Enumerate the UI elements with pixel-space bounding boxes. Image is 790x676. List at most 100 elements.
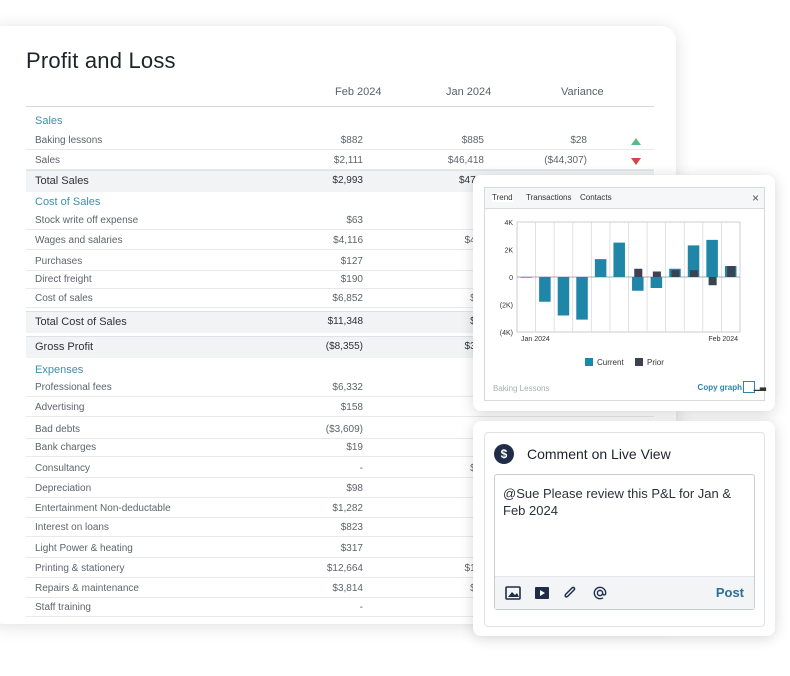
- chart-footer-label: Baking Lessons: [493, 384, 550, 393]
- column-header-jan: Jan 2024: [446, 86, 492, 98]
- x-end-label: Feb 2024: [708, 336, 738, 343]
- row-label: Repairs & maintenance: [35, 583, 139, 594]
- row-divider: [26, 169, 654, 170]
- row-divider: [26, 497, 654, 498]
- comment-title: Comment on Live View: [527, 446, 671, 462]
- row-divider: [26, 517, 654, 518]
- row-divider: [26, 577, 654, 578]
- row-divider: [26, 438, 654, 439]
- total-label: Total Sales: [35, 175, 89, 187]
- section-heading: Cost of Sales: [35, 196, 101, 208]
- row-label: Depreciation: [35, 483, 92, 494]
- column-header-variance: Variance: [561, 86, 604, 98]
- bar-current[interactable]: [520, 277, 533, 278]
- bar-current[interactable]: [539, 277, 551, 302]
- row-label: Printing & stationery: [35, 563, 125, 574]
- row-divider: [26, 597, 654, 598]
- legend-swatch-prior: [635, 358, 643, 366]
- image-icon[interactable]: [505, 586, 521, 600]
- row-label: Baking lessons: [35, 135, 103, 146]
- feb-value: -: [359, 463, 363, 474]
- y-tick-label: 0: [509, 275, 513, 282]
- total-feb-value: ($8,355): [325, 341, 363, 352]
- comment-panel: $ Comment on Live View @Sue Please revie…: [484, 432, 765, 627]
- row-label: Purchases: [35, 256, 83, 267]
- comment-card: $ Comment on Live View @Sue Please revie…: [473, 421, 775, 636]
- feb-value: $6,852: [332, 293, 363, 304]
- column-header-feb: Feb 2024: [335, 86, 382, 98]
- bar-current[interactable]: [557, 277, 570, 316]
- legend-label-current: Current: [597, 358, 624, 367]
- bar-current[interactable]: [632, 277, 644, 291]
- trend-tabs: Trend Transactions Contacts ×: [485, 188, 764, 209]
- bar-prior[interactable]: [690, 270, 699, 277]
- total-jan-value: $47,3: [458, 175, 484, 186]
- legend-current: Current: [585, 358, 624, 367]
- video-icon[interactable]: [534, 586, 550, 600]
- trend-up-icon: [631, 138, 641, 145]
- feb-value: $4,116: [333, 235, 363, 246]
- bar-prior[interactable]: [727, 266, 736, 277]
- row-divider: [26, 288, 654, 289]
- bar-chart-icon[interactable]: ▁▃: [753, 382, 766, 391]
- row-label: Wages and salaries: [35, 235, 123, 246]
- row-divider: [26, 307, 654, 308]
- jan-value: $46,418: [447, 155, 484, 166]
- feb-value: $12,664: [326, 563, 363, 574]
- feb-value: $6,332: [332, 382, 363, 393]
- tab-trend[interactable]: Trend: [492, 193, 513, 202]
- row-label: Consultancy: [35, 463, 91, 474]
- variance-value: ($44,307): [544, 155, 587, 166]
- bar-prior[interactable]: [634, 268, 643, 277]
- row-label: Sales: [35, 155, 61, 166]
- row-divider: [26, 249, 654, 250]
- bar-prior[interactable]: [652, 271, 661, 278]
- row-label: Staff training: [35, 602, 91, 613]
- bar-current[interactable]: [687, 245, 700, 277]
- row-label: Interest on loans: [35, 522, 109, 533]
- feb-value: $317: [340, 543, 363, 554]
- dollar-icon: $: [494, 444, 514, 464]
- close-icon[interactable]: ×: [751, 191, 759, 205]
- bar-prior[interactable]: [671, 270, 680, 277]
- feb-value: $63: [346, 215, 363, 226]
- feb-value: $98: [346, 483, 363, 494]
- tab-contacts[interactable]: Contacts: [580, 193, 612, 202]
- attachment-icon[interactable]: [563, 586, 579, 600]
- bar-current[interactable]: [706, 239, 718, 277]
- post-button[interactable]: Post: [715, 585, 744, 600]
- legend-swatch-current: [585, 358, 593, 366]
- mention-icon[interactable]: [592, 586, 608, 600]
- bar-current[interactable]: [650, 277, 663, 288]
- row-divider: [26, 616, 654, 617]
- comment-text[interactable]: @Sue Please review this P&L for Jan & Fe…: [503, 486, 732, 518]
- comment-toolbar: Post: [495, 576, 754, 609]
- copy-graph-link[interactable]: Copy graph: [697, 383, 742, 392]
- row-label: Advertising: [35, 402, 85, 413]
- tab-transactions[interactable]: Transactions: [526, 193, 572, 202]
- trend-popup: Trend Transactions Contacts × 4K 2K 0 (2K) (…: [473, 175, 775, 411]
- comment-input[interactable]: @Sue Please review this P&L for Jan & Fe…: [494, 474, 755, 610]
- bar-current[interactable]: [613, 242, 625, 277]
- total-feb-value: $11,348: [327, 316, 363, 327]
- row-label: Entertainment Non-deductable: [35, 503, 171, 514]
- bar-current[interactable]: [594, 259, 607, 277]
- feb-value: $2,111: [333, 155, 363, 166]
- row-divider: [26, 270, 654, 271]
- row-divider: [26, 416, 654, 417]
- y-tick-label: 4K: [504, 220, 513, 227]
- row-divider: [26, 557, 654, 558]
- bar-current[interactable]: [576, 277, 588, 320]
- bar-prior[interactable]: [708, 277, 717, 286]
- page-title: Profit and Loss: [26, 48, 176, 73]
- variance-value: $28: [570, 135, 587, 146]
- total-label: Gross Profit: [35, 341, 94, 353]
- feb-value: $158: [340, 402, 363, 413]
- legend-prior: Prior: [635, 358, 664, 367]
- legend-label-prior: Prior: [647, 358, 664, 367]
- feb-value: $3,814: [332, 583, 363, 594]
- row-label: Bad debts: [35, 424, 81, 435]
- row-divider: [26, 536, 654, 537]
- feb-value: -: [359, 602, 363, 613]
- copy-graph-icon[interactable]: [743, 381, 755, 393]
